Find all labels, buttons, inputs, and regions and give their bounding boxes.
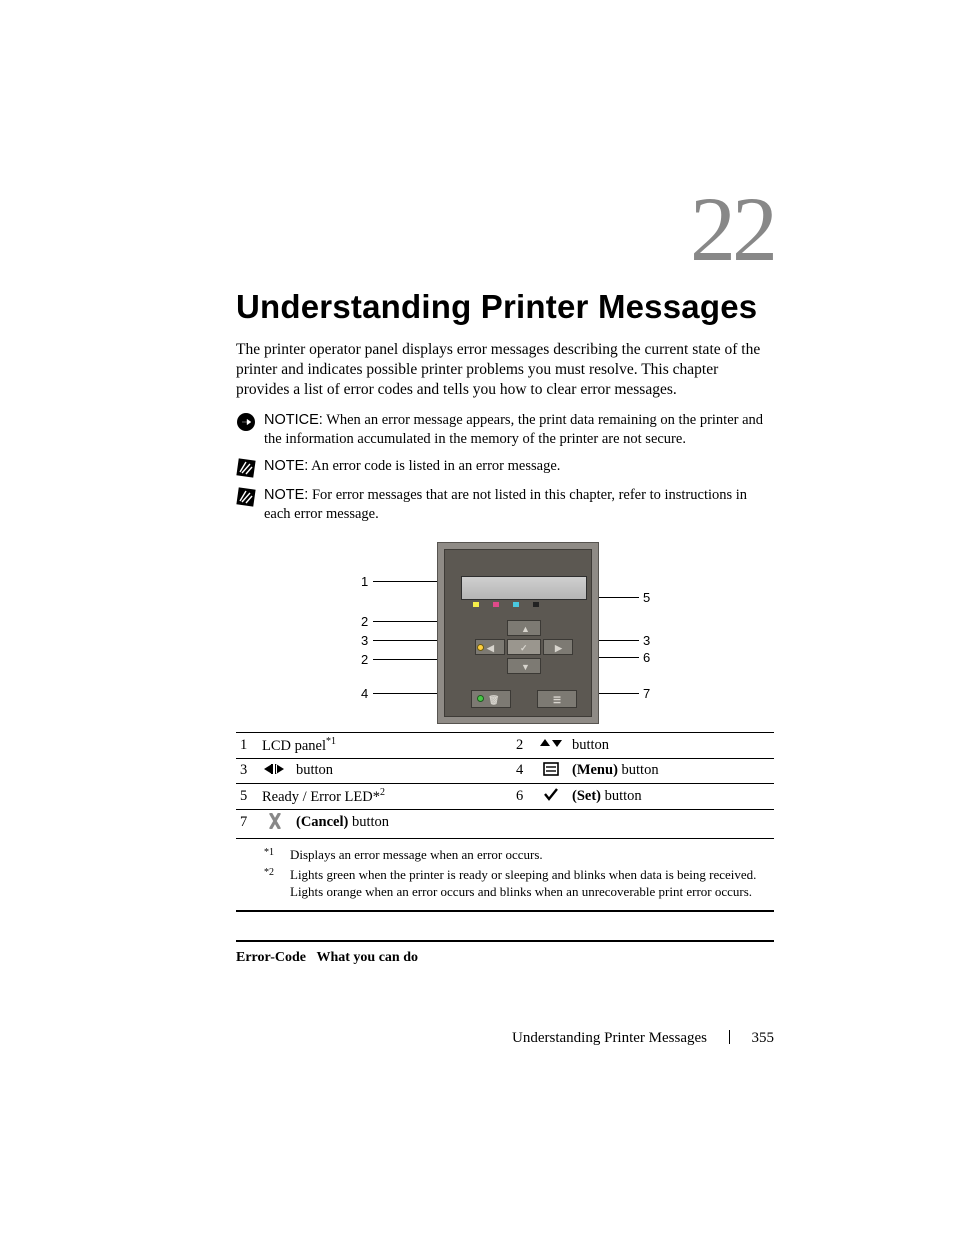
- menu-button[interactable]: ☰: [537, 690, 577, 708]
- footnote-text: Lights green when the printer is ready o…: [290, 867, 774, 900]
- status-led: [477, 695, 484, 702]
- table-row: 3 button 4 (Menu) button: [236, 758, 774, 783]
- page: 22 Understanding Printer Messages The pr…: [0, 0, 954, 1167]
- error-col-2: What you can do: [316, 950, 418, 965]
- notice-label: NOTICE:: [264, 412, 323, 428]
- notice-callout: NOTICE: When an error message appears, t…: [236, 411, 774, 449]
- chapter-number: 22: [236, 176, 774, 282]
- panel-inner: ▲ ▼ ◀ ▶ ✓ 🗑 ☰: [444, 549, 592, 717]
- note-callout-1: NOTE: An error code is listed in an erro…: [236, 457, 774, 478]
- toner-indicators: [473, 602, 539, 607]
- note-1-text: NOTE: An error code is listed in an erro…: [264, 457, 774, 476]
- footnote-text: Displays an error message when an error …: [290, 847, 543, 864]
- footnote-mark: *1: [264, 847, 282, 864]
- legend-desc: (Set) button: [568, 783, 774, 809]
- toner-dot: [473, 602, 479, 607]
- notice-text: NOTICE: When an error message appears, t…: [264, 411, 774, 449]
- footer-title: Understanding Printer Messages: [512, 1030, 707, 1046]
- note-icon: [236, 458, 256, 478]
- legend-num: 1: [236, 732, 258, 758]
- note-2-text: NOTE: For error messages that are not li…: [264, 486, 774, 524]
- legend-desc: Ready / Error LED*2: [258, 783, 512, 809]
- diagram-label-4: 4: [361, 686, 368, 701]
- legend-num: 5: [236, 783, 258, 809]
- note-2-body: For error messages that are not listed i…: [264, 487, 747, 522]
- toner-dot: [513, 602, 519, 607]
- legend-desc: LCD panel*1: [258, 732, 512, 758]
- diagram-label-2b: 2: [361, 652, 368, 667]
- note-1-body: An error code is listed in an error mess…: [311, 458, 560, 474]
- panel-diagram: 1 2 3 2 4 5 3 6 7: [236, 542, 774, 722]
- note-icon: [236, 487, 256, 507]
- diagram-label-1: 1: [361, 574, 368, 589]
- updown-icon: [534, 732, 568, 758]
- table-row: 5 Ready / Error LED*2 6 (Set) button: [236, 783, 774, 809]
- lcd-screen: [461, 576, 587, 600]
- notice-icon: [236, 412, 256, 432]
- right-button[interactable]: ▶: [543, 639, 573, 655]
- up-button[interactable]: ▲: [507, 620, 541, 636]
- legend-num: 2: [512, 732, 534, 758]
- footnote-mark: *2: [264, 867, 282, 900]
- legend-num: 3: [236, 758, 258, 783]
- page-footer: Understanding Printer Messages 355: [236, 1030, 774, 1047]
- footnotes: *1 Displays an error message when an err…: [236, 838, 774, 913]
- diagram-label-7: 7: [643, 686, 650, 701]
- intro-paragraph: The printer operator panel displays erro…: [236, 340, 774, 399]
- footnote: *1 Displays an error message when an err…: [236, 845, 774, 866]
- legend-num: 6: [512, 783, 534, 809]
- diagram-label-3b: 3: [643, 633, 650, 648]
- footnote: *2 Lights green when the printer is read…: [236, 865, 774, 902]
- leftright-icon: [258, 758, 292, 783]
- legend-table: 1 LCD panel*1 2 button 3 button 4 (Menu)…: [236, 732, 774, 836]
- note-2-label: NOTE:: [264, 487, 308, 503]
- toner-dot: [533, 602, 539, 607]
- diagram-label-5: 5: [643, 590, 650, 605]
- diagram-label-2a: 2: [361, 614, 368, 629]
- chapter-title: Understanding Printer Messages: [236, 288, 774, 326]
- diagram-label-3a: 3: [361, 633, 368, 648]
- table-row: 7 (Cancel) button: [236, 809, 774, 836]
- legend-num: 7: [236, 809, 258, 836]
- note-callout-2: NOTE: For error messages that are not li…: [236, 486, 774, 524]
- table-row: 1 LCD panel*1 2 button: [236, 732, 774, 758]
- menu-icon: [534, 758, 568, 783]
- page-number: 355: [752, 1030, 775, 1046]
- error-col-1: Error-Code: [236, 950, 306, 965]
- toner-dot: [493, 602, 499, 607]
- down-button[interactable]: ▼: [507, 658, 541, 674]
- legend-desc: (Cancel) button: [292, 809, 512, 836]
- legend-desc: button: [568, 732, 774, 758]
- error-table-rule: [236, 940, 774, 942]
- notice-body: When an error message appears, the print…: [264, 412, 763, 447]
- error-table-header: Error-Code What you can do: [236, 950, 774, 966]
- footer-separator: [729, 1030, 730, 1044]
- legend-desc: (Menu) button: [568, 758, 774, 783]
- legend-desc: button: [292, 758, 512, 783]
- set-button[interactable]: ✓: [507, 639, 541, 655]
- ready-error-led: [477, 644, 484, 651]
- check-icon: [534, 783, 568, 809]
- note-1-label: NOTE:: [264, 458, 308, 474]
- diagram-label-6: 6: [643, 650, 650, 665]
- legend-num: 4: [512, 758, 534, 783]
- cancel-icon: [258, 809, 292, 836]
- panel-outer: ▲ ▼ ◀ ▶ ✓ 🗑 ☰: [437, 542, 599, 724]
